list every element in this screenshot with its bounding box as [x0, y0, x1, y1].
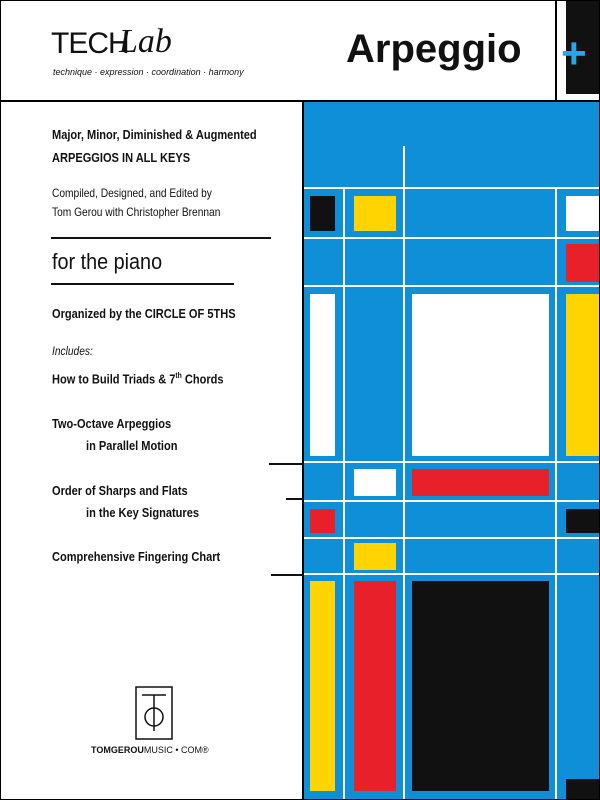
publisher-rest: MUSIC • COM® — [143, 745, 209, 755]
item: Comprehensive Fingering Chart — [52, 549, 221, 564]
credits: Compiled, Designed, and Edited by — [52, 186, 212, 200]
item: Order of Sharps and Flats — [52, 483, 188, 498]
item-text: How to Build Triads & 7 — [52, 371, 176, 387]
credits: Tom Gerou with Christopher Brennan — [52, 205, 221, 219]
publisher-bold: TOMGEROU — [91, 745, 144, 755]
item: How to Build Triads & 7th Chords — [52, 371, 224, 386]
item-text: Chords — [181, 371, 224, 387]
subtitle: ARPEGGIOS IN ALL KEYS — [52, 150, 191, 165]
title: Arpeggio — [346, 27, 522, 71]
publisher: TOMGEROUMUSIC • COM® — [91, 745, 209, 755]
item: in the Key Signatures — [86, 505, 199, 520]
organized: Organized by the CIRCLE OF 5THS — [52, 306, 236, 321]
item-sup: th — [175, 371, 182, 380]
instrument: for the piano — [52, 249, 163, 274]
logo-tech: TECH — [51, 27, 130, 60]
logo-lab: Lab — [119, 23, 172, 60]
item: Two-Octave Arpeggios — [52, 416, 172, 431]
plus: + — [561, 29, 587, 78]
subtitle: Major, Minor, Diminished & Augmented — [52, 127, 257, 142]
includes-label: Includes: — [52, 344, 93, 358]
tagline: technique · expression · coordination · … — [53, 67, 244, 77]
item: in Parallel Motion — [86, 438, 178, 453]
